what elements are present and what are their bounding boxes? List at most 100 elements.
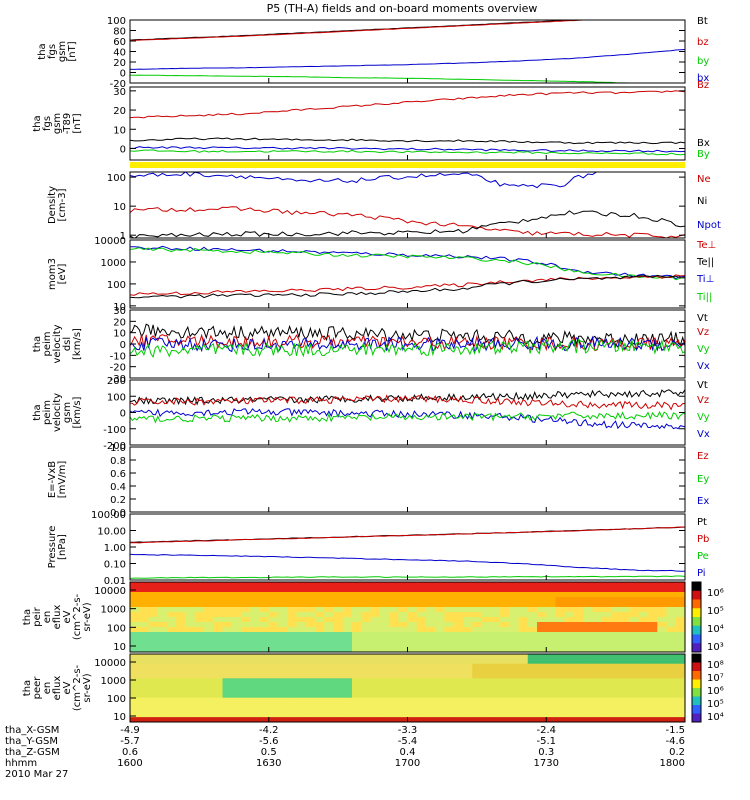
- legend-entry: Te||: [696, 257, 714, 268]
- spectrogram-cell: [222, 702, 233, 708]
- spectrogram-cell: [490, 712, 501, 718]
- spectrogram-cell: [620, 627, 630, 633]
- spectrogram-cell: [241, 678, 251, 684]
- spectrogram-cell: [564, 642, 575, 648]
- spectrogram-cell: [231, 692, 242, 699]
- spectrogram-cell: [379, 678, 390, 684]
- spectrogram-cell: [500, 627, 510, 633]
- legend-entry: Ez: [697, 451, 709, 462]
- spectrogram-cell: [333, 627, 344, 633]
- spectrogram-cell: [352, 602, 362, 608]
- spectrogram-cell: [574, 582, 584, 588]
- spectrogram-cell: [481, 617, 492, 623]
- spectrogram-cell: [472, 582, 482, 588]
- spectrogram-cell: [555, 658, 566, 665]
- x-ticks: [129, 373, 686, 378]
- spectrogram-cell: [564, 712, 575, 718]
- colorbar-segment: [692, 705, 701, 714]
- spectrogram-cell: [324, 712, 334, 718]
- spectrogram-cell: [250, 592, 260, 598]
- spectrogram-cell: [611, 617, 621, 623]
- spectrogram-cell: [537, 587, 547, 593]
- spectrogram-cell: [222, 587, 233, 593]
- spectrogram-cell: [481, 712, 492, 718]
- spectrogram-cell: [157, 707, 168, 713]
- spectrogram-cell: [278, 637, 288, 643]
- spectrogram-cell: [324, 692, 334, 699]
- spectrogram-cell: [611, 683, 621, 689]
- spectrogram-cell: [204, 697, 214, 704]
- spectrogram-cell: [620, 654, 630, 660]
- spectrogram-cell: [416, 673, 427, 679]
- spectrogram-cell: [675, 587, 685, 593]
- spectrogram-cell: [574, 697, 584, 704]
- spectrogram-cell: [472, 663, 482, 670]
- spectrogram-cell: [342, 597, 353, 603]
- spectrogram-cell: [444, 642, 455, 648]
- spectrogram-cell: [398, 697, 408, 704]
- spectrogram-cell: [231, 654, 242, 660]
- legend-entry: Vz: [697, 327, 709, 338]
- spectrogram-cell: [296, 647, 307, 652]
- spectrogram-cell: [453, 632, 464, 638]
- spectrogram-cell: [204, 592, 214, 598]
- spectrogram-cell: [324, 668, 334, 674]
- series-line-4: [130, 149, 685, 156]
- spectrogram-cell: [370, 587, 381, 593]
- spectrogram-cell: [666, 592, 677, 598]
- spectrogram-cell: [564, 678, 575, 684]
- spectrogram-cell: [361, 582, 371, 588]
- spectrogram-cell: [296, 692, 307, 699]
- spectrogram-cell: [148, 632, 159, 638]
- spectrogram-cell: [583, 692, 593, 699]
- spectrogram-cell: [444, 717, 455, 722]
- spectrogram-cell: [509, 663, 519, 670]
- spectrogram-cell: [204, 597, 214, 603]
- spectrogram-cell: [176, 688, 186, 694]
- spectrogram-cell: [657, 602, 667, 608]
- spectrogram-cell: [648, 612, 658, 618]
- spectrogram-cell: [222, 582, 233, 588]
- y-tick-label: 1.0: [110, 443, 126, 454]
- spectrogram-cell: [241, 654, 251, 660]
- spectrogram-cell: [250, 673, 260, 679]
- spectrogram-cell: [444, 663, 455, 670]
- spectrogram-cell: [287, 642, 297, 648]
- spectrogram-cell: [130, 697, 140, 704]
- spectrogram-cell: [268, 607, 279, 613]
- spectrogram-cell: [444, 637, 455, 643]
- spectrogram-cell: [324, 663, 334, 670]
- spectrogram-cell: [185, 637, 196, 643]
- spectrogram-cell: [574, 612, 584, 618]
- y-tick-label: 10000: [94, 658, 126, 669]
- spectrogram-cell: [657, 612, 667, 618]
- spectrogram-cell: [278, 678, 288, 684]
- ephemeris-value: -5.1: [536, 736, 556, 747]
- spectrogram-cell: [241, 592, 251, 598]
- y-axis-label: [km/s]: [72, 328, 83, 360]
- spectrogram-cell: [194, 707, 205, 713]
- spectrogram-cell: [139, 668, 149, 674]
- spectrogram-cell: [407, 607, 418, 613]
- spectrogram-cell: [305, 697, 316, 704]
- spectrogram-cell: [370, 658, 381, 665]
- figure-title: P5 (TH-A) fields and on-board moments ov…: [267, 2, 538, 15]
- spectrogram-cell: [352, 592, 362, 598]
- spectrogram-cell: [416, 663, 427, 670]
- spectrogram-cell: [592, 647, 603, 652]
- spectrogram-cell: [185, 592, 196, 598]
- spectrogram-cell: [620, 612, 630, 618]
- spectrogram-cell: [333, 683, 344, 689]
- y-axis-label: [nPa]: [57, 534, 68, 560]
- spectrogram-cell: [537, 688, 547, 694]
- spectrogram-cell: [259, 582, 270, 588]
- spectrogram-cell: [213, 678, 223, 684]
- spectrogram-cell: [490, 597, 501, 603]
- spectrogram-cell: [352, 717, 362, 722]
- spectrogram-cell: [352, 678, 362, 684]
- spectrogram-cell: [435, 663, 445, 670]
- spectrogram-cell: [287, 663, 297, 670]
- x-ticks: [129, 507, 686, 512]
- spectrogram-cell: [592, 582, 603, 588]
- ephemeris-value: 0.2: [669, 747, 685, 758]
